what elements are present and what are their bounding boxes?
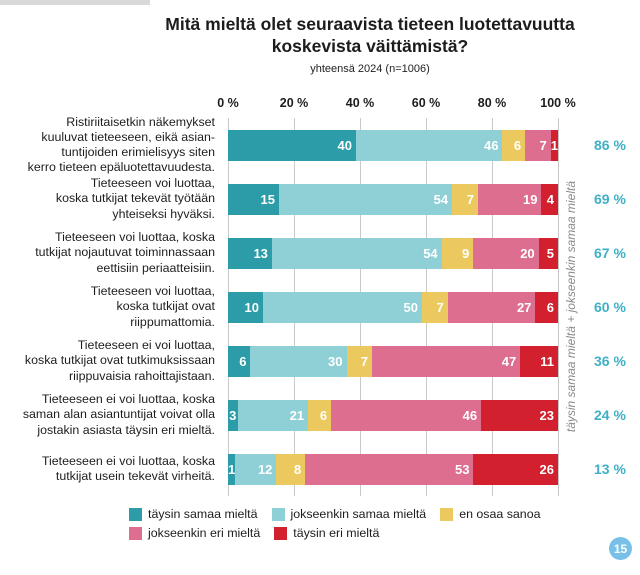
- bar-segment: 1: [228, 453, 236, 485]
- bar-segment: 6: [502, 129, 526, 161]
- legend: täysin samaa mieltä jokseenkin samaa miel…: [129, 507, 540, 545]
- legend-item: täysin samaa mieltä: [129, 507, 258, 521]
- bar-segment: 19: [477, 183, 542, 215]
- gridline: [557, 118, 559, 496]
- row-label: Tieteeseen voi luottaa, koska tutkijat n…: [35, 230, 215, 275]
- bar-segment: 20: [473, 237, 539, 269]
- bar-segment: 27: [447, 291, 536, 323]
- row-label: Ristiriitaisetkin näkemykset kuuluvat ti…: [27, 114, 215, 175]
- stacked-bar: 10 50 7 27 6: [228, 291, 558, 323]
- bar-segment: 6: [228, 345, 251, 377]
- bar-segment: 1: [550, 129, 558, 161]
- legend-item: jokseenkin samaa mieltä: [271, 507, 427, 521]
- bar-segment: 53: [305, 453, 474, 485]
- right-axis-label: täysin samaa mieltä + jokseenkin samaa m…: [564, 181, 578, 433]
- bar-segment: 15: [228, 183, 279, 215]
- legend-label: jokseenkin samaa mieltä: [290, 507, 427, 521]
- x-axis-tick: 80 %: [477, 96, 507, 110]
- row-label: Tieteeseen ei voi luottaa, koska tutkija…: [41, 453, 215, 483]
- legend-swatch: [129, 526, 142, 540]
- legend-swatch: [274, 526, 288, 540]
- legend-swatch: [440, 507, 454, 521]
- stacked-bar: 6 30 7 47 11: [228, 345, 558, 377]
- bar-segment: 5: [538, 237, 559, 269]
- row-label: Tieteeseen voi luottaa, koska tutkijat o…: [90, 284, 215, 329]
- bar-segment: 13: [228, 237, 272, 269]
- stacked-bar: 1 12 8 53 26: [228, 453, 559, 485]
- bar-segment: 46: [331, 399, 482, 431]
- bar-segment: 9: [441, 237, 474, 269]
- bar-segment: 54: [271, 237, 442, 269]
- bar-segment: 10: [228, 291, 263, 323]
- legend-item: en osaa sanoa: [440, 507, 540, 521]
- stacked-bar: 3 21 6 46 23: [228, 399, 559, 431]
- x-axis: 0 % 20 % 40 % 60 % 80 % 100 %: [217, 96, 576, 114]
- x-axis-tick: 40 %: [345, 96, 375, 110]
- bar-segment: 6: [308, 399, 332, 431]
- row-total: 69 %: [594, 191, 626, 207]
- legend-swatch: [271, 507, 285, 521]
- row-label: Tieteeseen voi luottaa, koska tutkijat t…: [55, 176, 215, 221]
- legend-item: jokseenkin eri mieltä: [129, 526, 260, 540]
- row-total: 36 %: [594, 353, 626, 369]
- chart-title: Mitä mieltä olet seuraavista tieteen luo…: [165, 14, 575, 56]
- x-axis-tick: 0 %: [217, 96, 239, 110]
- chart-rows: Ristiriitaisetkin näkemykset kuuluvat ti…: [0, 115, 640, 496]
- row-total: 24 %: [594, 407, 626, 423]
- x-axis-tick: 20 %: [279, 96, 309, 110]
- row-total: 67 %: [594, 245, 626, 261]
- bar-segment: 11: [520, 345, 558, 377]
- bar-segment: 7: [422, 291, 448, 323]
- row-total: 86 %: [594, 137, 626, 153]
- chart-row: Tieteeseen ei voi luottaa, koska tutkija…: [0, 442, 640, 496]
- chart-header: Mitä mieltä olet seuraavista tieteen luo…: [120, 14, 620, 75]
- stacked-bar: 13 54 9 20 5: [228, 237, 559, 269]
- chart-row: Tieteeseen voi luottaa, koska tutkijat o…: [0, 280, 640, 334]
- legend-label: täysin eri mieltä: [293, 526, 380, 540]
- bar-segment: 7: [452, 183, 478, 215]
- chart-row: Ristiriitaisetkin näkemykset kuuluvat ti…: [0, 115, 640, 174]
- bar-segment: 54: [278, 183, 453, 215]
- top-strip: [0, 0, 150, 5]
- stacked-bar: 15 54 7 19 4: [228, 183, 559, 215]
- bar-segment: 40: [228, 129, 356, 161]
- bar-segment: 4: [541, 183, 559, 215]
- bar-segment: 3: [228, 399, 238, 431]
- legend-label: täysin samaa mieltä: [148, 507, 258, 521]
- right-axis-label-container: täysin samaa mieltä + jokseenkin samaa m…: [560, 118, 582, 496]
- legend-line: jokseenkin eri mieltä täysin eri mieltä: [129, 526, 540, 540]
- bar-segment: 50: [263, 291, 422, 323]
- chart-subtitle: yhteensä 2024 (n=1006): [310, 62, 430, 75]
- legend-label: en osaa sanoa: [459, 507, 541, 521]
- legend-label: jokseenkin eri mieltä: [148, 526, 261, 540]
- bar-segment: 12: [235, 453, 277, 485]
- bar-segment: 21: [237, 399, 309, 431]
- row-label: Tieteeseen ei voi luottaa, koska tutkija…: [24, 338, 215, 383]
- bar-segment: 6: [535, 291, 558, 323]
- legend-item: täysin eri mieltä: [274, 526, 379, 540]
- x-axis-tick: 100 %: [540, 96, 576, 110]
- chart-row: Tieteeseen voi luottaa, koska tutkijat t…: [0, 172, 640, 226]
- legend-line: täysin samaa mieltä jokseenkin samaa miel…: [129, 507, 540, 521]
- chart-row: Tieteeseen voi luottaa, koska tutkijat n…: [0, 226, 640, 280]
- bar-segment: 8: [276, 453, 306, 485]
- legend-swatch: [129, 507, 142, 521]
- page-number-badge: 15: [609, 537, 632, 560]
- chart-row: Tieteeseen ei voi luottaa, koska tutkija…: [0, 334, 640, 388]
- bar-segment: 23: [481, 399, 559, 431]
- row-total: 13 %: [594, 461, 626, 477]
- x-axis-tick: 60 %: [411, 96, 441, 110]
- row-total: 60 %: [594, 299, 626, 315]
- bar-segment: 46: [355, 129, 503, 161]
- stacked-bar: 40 46 6 7 1: [228, 129, 558, 161]
- row-label: Tieteeseen ei voi luottaa, koska saman a…: [22, 392, 215, 437]
- bar-segment: 26: [473, 453, 559, 485]
- chart-row: Tieteeseen ei voi luottaa, koska saman a…: [0, 388, 640, 442]
- bar-segment: 30: [250, 345, 347, 377]
- bar-segment: 7: [525, 129, 551, 161]
- bar-segment: 7: [346, 345, 372, 377]
- bar-segment: 47: [371, 345, 521, 377]
